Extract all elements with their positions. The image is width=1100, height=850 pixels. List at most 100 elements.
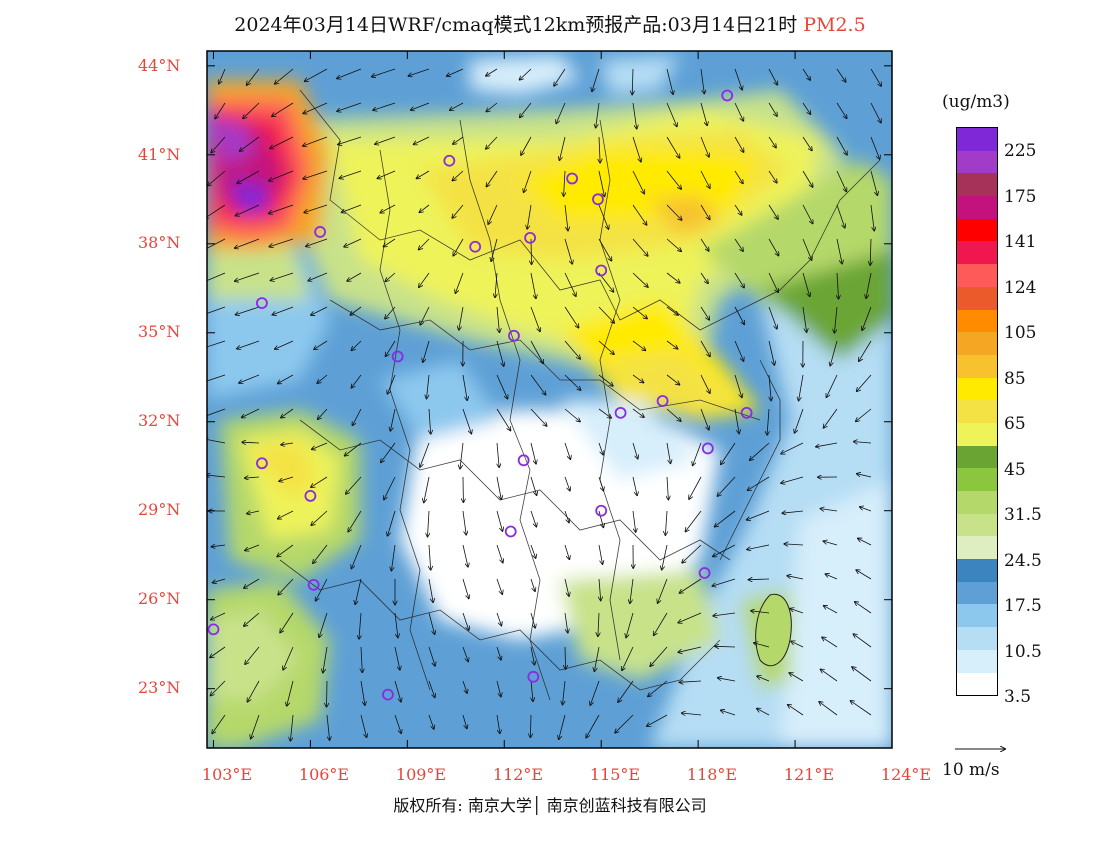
wind-arrow — [598, 612, 599, 636]
wind-arrow — [303, 136, 328, 146]
wind-arrow — [666, 170, 681, 189]
station-marker — [517, 454, 530, 467]
wind-arrow — [650, 646, 668, 666]
wind-arrow — [311, 510, 328, 525]
axis-ticks — [207, 51, 893, 748]
wind-arrow — [693, 442, 702, 465]
legend-label-17-5: 17.5 — [1004, 596, 1042, 616]
wind-arrow — [599, 578, 601, 601]
wind-arrow — [486, 68, 498, 76]
wind-arrow — [303, 102, 328, 114]
wind-arrow — [496, 476, 501, 499]
wind-arrow — [802, 272, 810, 296]
wind-arrow — [305, 68, 328, 81]
wind-arrow — [420, 442, 430, 467]
wind-arrow — [338, 136, 362, 145]
wind-arrow — [700, 204, 710, 219]
wind-arrow — [383, 238, 396, 247]
wind-arrow — [648, 680, 668, 696]
wind-arrow — [339, 170, 362, 178]
wind-arrow — [496, 374, 508, 399]
wind-arrow — [351, 340, 362, 350]
wind-arrow — [870, 68, 881, 86]
station-marker — [721, 89, 734, 102]
wind-arrow — [782, 511, 804, 513]
wind-arrow — [235, 272, 260, 281]
wind-arrow — [318, 408, 328, 419]
wind-arrow — [429, 408, 431, 434]
wind-arrow — [734, 306, 744, 324]
colorbar-box — [957, 173, 997, 197]
wind-arrow — [768, 340, 774, 365]
map-title: 2024年03月14日WRF/cmaq模式12km预报产品:03月14日21时 P… — [0, 10, 1100, 37]
colorbar-box — [957, 218, 997, 242]
wind-arrow — [380, 204, 396, 213]
wind-arrow — [275, 340, 294, 349]
wind-arrow — [632, 102, 637, 129]
wind-arrow — [361, 646, 362, 672]
wind-scale-label: 10 m/s — [942, 760, 1000, 780]
wind-arrow — [207, 475, 226, 477]
wind-arrow — [530, 340, 543, 363]
wind-arrow — [530, 408, 547, 426]
wind-arrow — [632, 374, 644, 383]
wind-arrow — [242, 408, 260, 418]
wind-arrow — [713, 612, 736, 616]
wind-arrow — [488, 204, 498, 224]
wind-arrow — [734, 408, 739, 434]
wind-arrow — [666, 340, 678, 349]
wind-arrow — [496, 544, 503, 563]
wind-arrow — [834, 306, 838, 333]
colorbar-box — [957, 536, 997, 560]
wind-arrow — [632, 476, 637, 495]
station-marker — [508, 329, 520, 342]
station-marker — [307, 578, 320, 591]
colorbar-box — [957, 491, 997, 514]
colorbar-box — [957, 468, 997, 491]
wind-arrow — [277, 544, 294, 557]
wind-arrow — [270, 136, 294, 149]
wind-arrow — [678, 646, 702, 652]
wind-arrow — [870, 102, 881, 123]
wind-arrow — [685, 510, 702, 532]
wind-arrow — [314, 340, 328, 349]
wind-arrow — [713, 544, 736, 557]
wind-arrow — [565, 646, 566, 669]
wind-arrow — [304, 204, 328, 213]
wind-arrow — [346, 476, 362, 494]
wind-arrow — [408, 68, 430, 76]
wind-arrow — [272, 102, 294, 116]
wind-arrow — [596, 102, 600, 128]
wind-arrow — [530, 612, 535, 628]
wind-arrow — [530, 374, 546, 395]
wind-arrow — [420, 306, 430, 325]
pollutant-label: PM2.5 — [803, 14, 866, 36]
wind-arrow — [212, 714, 226, 734]
wind-arrow — [272, 306, 294, 315]
wind-arrow — [734, 102, 743, 121]
station-marker — [740, 406, 753, 419]
lon-label-121: 121°E — [783, 765, 835, 784]
legend-label-31-5: 31.5 — [1004, 505, 1042, 525]
wind-arrow — [665, 510, 667, 535]
wind-arrow — [598, 442, 603, 455]
wind-arrow — [632, 238, 648, 256]
wind-arrow — [667, 476, 668, 500]
wind-arrow — [632, 68, 633, 95]
wind-arrow — [417, 170, 430, 179]
wind-arrow — [342, 204, 362, 212]
wind-arrow — [598, 544, 603, 564]
wind-arrow — [666, 238, 681, 251]
wind-arrow — [757, 709, 770, 716]
wind-arrow — [496, 714, 500, 733]
wind-arrow — [211, 612, 226, 620]
wind-arrow — [283, 646, 294, 670]
wind-arrow — [235, 238, 260, 248]
station-markers — [207, 89, 753, 701]
wind-arrow — [598, 170, 605, 196]
wind-arrow — [666, 442, 671, 463]
wind-arrow — [207, 204, 226, 218]
wind-arrow — [386, 340, 396, 356]
wind-arrow — [802, 102, 811, 114]
